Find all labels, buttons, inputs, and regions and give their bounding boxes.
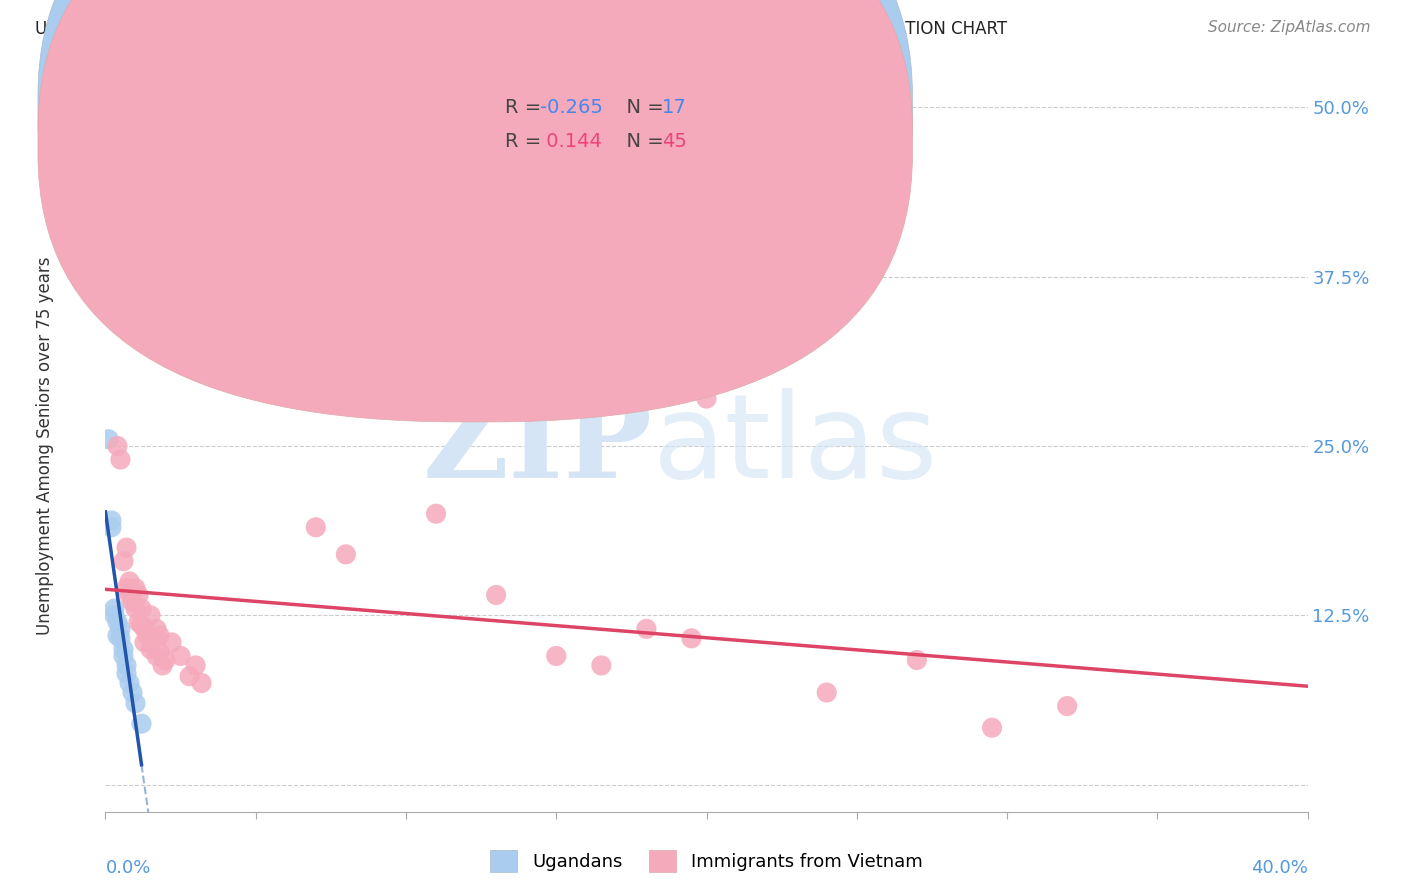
Text: Unemployment Among Seniors over 75 years: Unemployment Among Seniors over 75 years: [37, 257, 55, 635]
Text: R =: R =: [505, 132, 547, 152]
Point: [124, 697, 146, 711]
Text: 0.144: 0.144: [540, 132, 602, 152]
Point: [128, 615, 150, 629]
Point: [115, 666, 138, 681]
Point: [131, 716, 153, 731]
Point: [115, 658, 138, 673]
Point: [124, 601, 146, 615]
Point: [97, 432, 120, 446]
Point: [128, 588, 150, 602]
Text: 40.0%: 40.0%: [1251, 859, 1308, 877]
Point: [981, 721, 1004, 735]
Text: 17: 17: [662, 98, 688, 118]
Point: [103, 601, 125, 615]
Point: [148, 629, 170, 643]
Point: [152, 658, 174, 673]
Point: [190, 676, 212, 690]
Point: [136, 629, 159, 643]
Point: [1056, 699, 1078, 714]
Point: [107, 629, 129, 643]
Text: ZIP: ZIP: [422, 389, 652, 503]
Point: [148, 645, 170, 659]
Point: [169, 648, 191, 663]
Point: [110, 452, 132, 467]
Point: [100, 514, 122, 528]
Point: [139, 608, 162, 623]
Text: UGANDAN VS IMMIGRANTS FROM VIETNAM UNEMPLOYMENT AMONG SENIORS OVER 75 YEARS CORR: UGANDAN VS IMMIGRANTS FROM VIETNAM UNEMP…: [35, 20, 1007, 37]
Point: [115, 581, 138, 595]
Point: [100, 520, 122, 534]
Point: [184, 658, 207, 673]
Point: [103, 608, 125, 623]
Text: atlas: atlas: [652, 389, 938, 503]
Point: [160, 635, 183, 649]
Point: [145, 622, 167, 636]
Point: [696, 392, 718, 406]
Text: N =: N =: [614, 132, 671, 152]
Point: [145, 648, 167, 663]
Text: -0.265: -0.265: [540, 98, 603, 118]
Point: [636, 622, 658, 636]
Point: [485, 588, 508, 602]
Point: [134, 622, 156, 636]
Point: [112, 642, 135, 657]
Point: [110, 622, 132, 636]
Point: [115, 541, 138, 555]
Text: 45: 45: [662, 132, 688, 152]
Text: N =: N =: [614, 98, 671, 118]
Point: [110, 632, 132, 646]
Point: [112, 648, 135, 663]
Point: [134, 635, 156, 649]
Point: [131, 617, 153, 632]
Point: [103, 181, 125, 195]
Point: [112, 554, 135, 568]
Point: [118, 574, 141, 589]
Point: [335, 547, 357, 561]
Legend: Ugandans, Immigrants from Vietnam: Ugandans, Immigrants from Vietnam: [484, 843, 929, 880]
Point: [905, 653, 928, 667]
Point: [121, 685, 143, 699]
Point: [546, 648, 568, 663]
Text: 0.0%: 0.0%: [105, 859, 150, 877]
Point: [425, 507, 447, 521]
Point: [179, 669, 201, 683]
Point: [142, 632, 165, 646]
Point: [118, 588, 141, 602]
Point: [815, 685, 838, 699]
Point: [107, 615, 129, 629]
Point: [139, 642, 162, 657]
Point: [131, 601, 153, 615]
Point: [107, 439, 129, 453]
Point: [118, 676, 141, 690]
Text: R =: R =: [505, 98, 547, 118]
Point: [124, 581, 146, 595]
Point: [681, 632, 703, 646]
Point: [121, 595, 143, 609]
Point: [591, 658, 613, 673]
Point: [305, 520, 328, 534]
Text: Source: ZipAtlas.com: Source: ZipAtlas.com: [1208, 20, 1371, 35]
Point: [155, 653, 177, 667]
